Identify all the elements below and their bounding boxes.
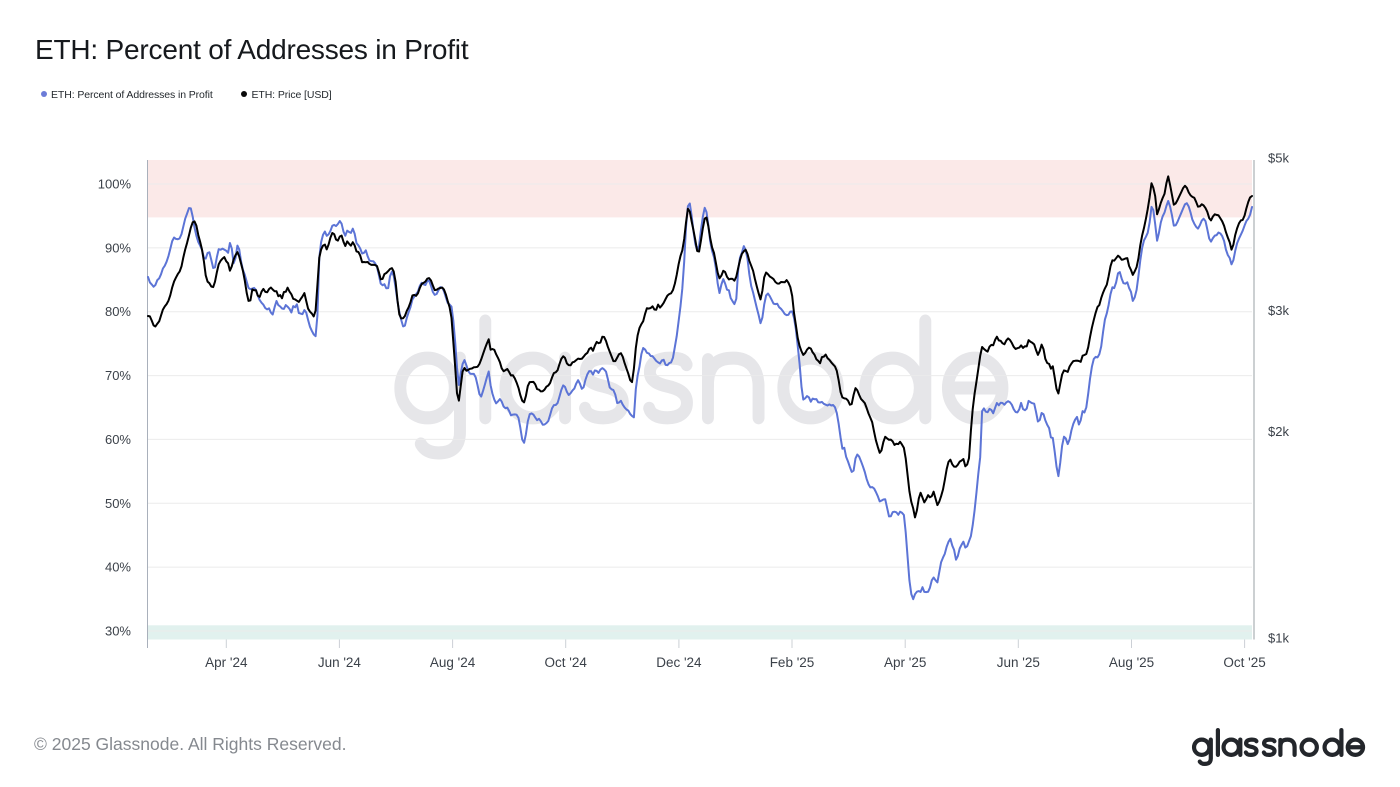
svg-text:70%: 70%: [105, 368, 131, 383]
svg-text:Aug '24: Aug '24: [430, 655, 476, 670]
svg-text:100%: 100%: [98, 177, 132, 192]
svg-text:$3k: $3k: [1268, 303, 1289, 318]
svg-text:Apr '24: Apr '24: [205, 655, 248, 670]
svg-text:Oct '25: Oct '25: [1223, 655, 1265, 670]
svg-text:Dec '24: Dec '24: [656, 655, 702, 670]
svg-text:Feb '25: Feb '25: [770, 655, 815, 670]
svg-text:50%: 50%: [105, 496, 131, 511]
svg-text:90%: 90%: [105, 240, 131, 255]
svg-text:Jun '25: Jun '25: [997, 655, 1040, 670]
svg-text:Apr '25: Apr '25: [884, 655, 926, 670]
svg-text:Oct '24: Oct '24: [545, 655, 588, 670]
svg-text:80%: 80%: [105, 304, 131, 319]
svg-text:$2k: $2k: [1268, 424, 1289, 439]
svg-text:$1k: $1k: [1268, 631, 1289, 646]
svg-text:Jun '24: Jun '24: [318, 655, 362, 670]
svg-text:Aug '25: Aug '25: [1109, 655, 1154, 670]
svg-text:$5k: $5k: [1268, 151, 1289, 166]
svg-text:30%: 30%: [105, 624, 131, 639]
svg-text:60%: 60%: [105, 432, 131, 447]
svg-text:40%: 40%: [105, 560, 131, 575]
